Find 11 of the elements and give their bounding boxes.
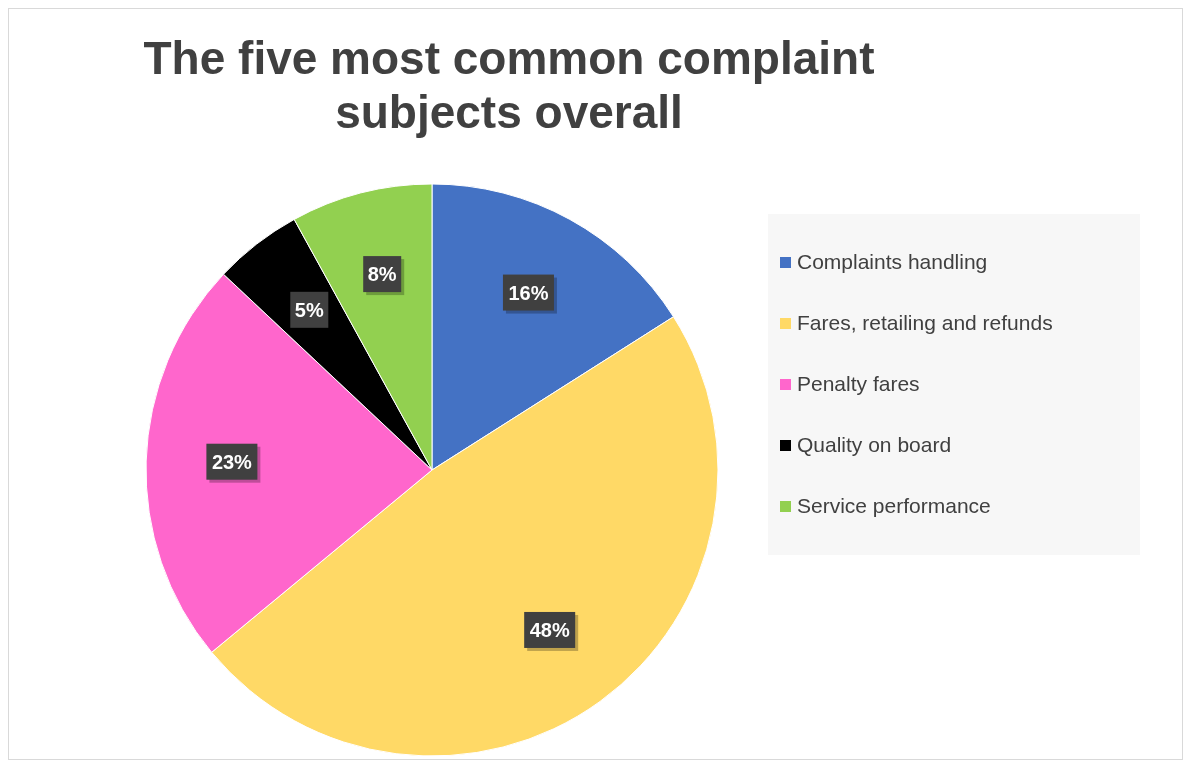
data-label: 16% (508, 281, 549, 304)
data-label: 5% (294, 298, 324, 321)
legend-label: Complaints handling (797, 250, 988, 274)
chart-title: The five most common complaint subjects overall (142, 31, 876, 139)
legend-label: Service performance (797, 494, 991, 518)
legend-label: Quality on board (797, 433, 952, 457)
legend-label: Fares, retailing and refunds (797, 311, 1053, 335)
data-label: 23% (211, 450, 253, 473)
legend-label: Penalty fares (797, 372, 920, 396)
data-label: 8% (367, 263, 397, 286)
data-label: 48% (529, 618, 570, 641)
